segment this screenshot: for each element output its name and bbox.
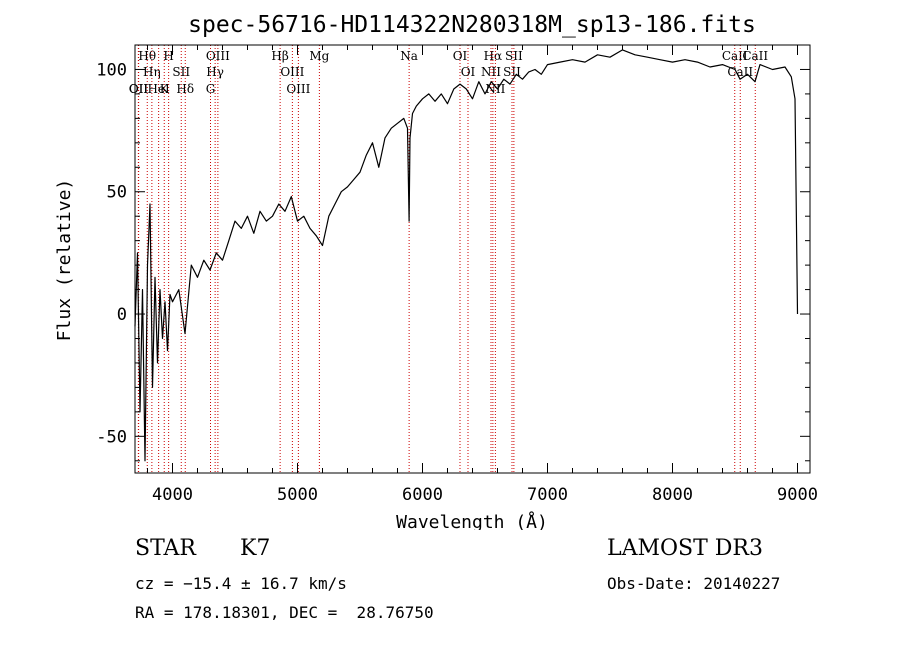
line-marker-label: Hβ [271,49,288,63]
line-marker-label: Na [400,49,418,63]
x-axis-label: Wavelength (Å) [396,511,548,530]
line-marker-label: SII [503,65,521,79]
chart-title: spec-56716-HD114322N280318M_sp13-186.fit… [188,12,756,38]
spectrum-line [134,49,799,462]
line-marker-label: G [206,82,216,96]
line-marker-label: SII [172,65,190,79]
y-axis-label: Flux (relative) [54,179,75,342]
line-marker-label: OIII [286,82,310,96]
redshift-velocity: cz = −15.4 ± 16.7 km/s [135,574,347,593]
line-marker-label: K [160,82,170,96]
spectrum-series [134,49,799,462]
line-marker-label: OI [461,65,476,79]
line-marker-label: OI [453,49,468,63]
line-marker-label: Hγ [206,65,224,79]
line-marker-label: Mg [309,49,329,63]
line-marker-label: Hδ [176,82,194,96]
line-marker-label: Hα [484,49,503,63]
y-tick-label: 0 [117,305,127,325]
line-marker-label: OIII [280,65,304,79]
x-tick-label: 9000 [777,485,818,505]
plot-axes [134,44,811,474]
y-tick-label: -50 [96,427,127,447]
line-marker-label: CaII [742,49,768,63]
y-tick-label: 50 [107,183,127,203]
line-marker-label: OII [129,82,149,96]
x-tick-label: 7000 [527,485,568,505]
x-tick-label: 5000 [277,485,318,505]
object-subclass: K7 [240,536,271,561]
line-marker-label: H [163,49,173,63]
x-tick-label: 6000 [402,485,443,505]
line-marker-label: OIII [206,49,230,63]
x-tick-label: 4000 [152,485,193,505]
plot-frame [134,44,811,474]
line-marker-label: OII [129,82,149,96]
line-marker-label: Hη [143,65,161,79]
y-tick-label: 100 [96,60,127,80]
observation-date: Obs-Date: 20140227 [607,574,781,593]
object-class: STAR [135,536,196,561]
ra-dec-coordinates: RA = 178.18301, DEC = 28.76750 [135,603,434,622]
survey-name: LAMOST DR3 [607,536,763,561]
line-marker-label: HeI [147,82,170,96]
line-marker-label: NII [485,82,505,96]
line-marker-label: SII [505,49,523,63]
spectrum-chart: spec-56716-HD114322N280318M_sp13-186.fit… [54,12,818,530]
line-marker-label: Hθ [138,49,156,63]
line-marker-label: CaII [722,49,748,63]
tick-labels: 4000 5000 6000 7000 8000 9000 -50 0 50 100 [96,60,818,505]
line-marker-label: NII [481,65,501,79]
x-tick-label: 8000 [652,485,693,505]
